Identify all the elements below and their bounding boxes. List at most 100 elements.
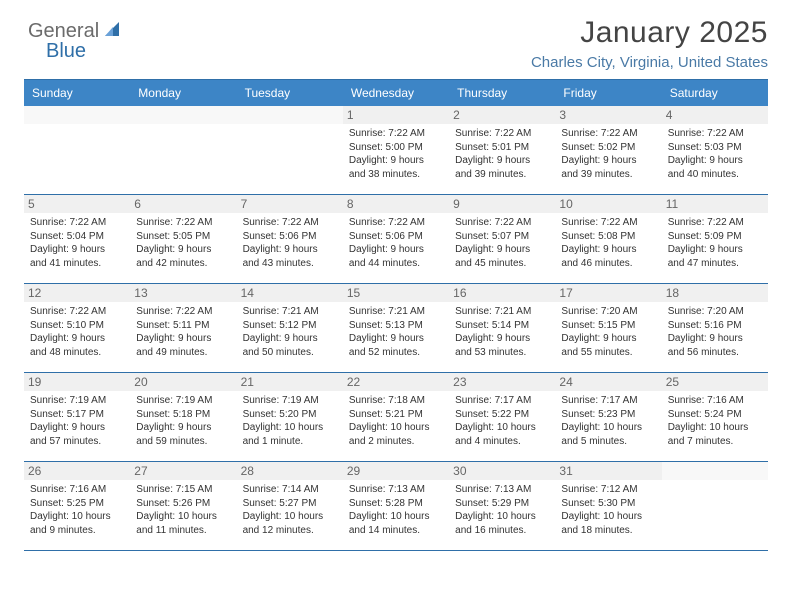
sunrise-text: Sunrise: 7:16 AM — [30, 483, 124, 497]
day-number: 5 — [24, 195, 130, 213]
sunset-text: Sunset: 5:01 PM — [455, 141, 549, 155]
day-number — [662, 462, 768, 480]
day-cell: 19Sunrise: 7:19 AMSunset: 5:17 PMDayligh… — [24, 373, 130, 461]
daylight-text: Daylight: 10 hours and 14 minutes. — [349, 510, 443, 537]
day-number: 3 — [555, 106, 661, 124]
daylight-text: Daylight: 10 hours and 12 minutes. — [243, 510, 337, 537]
day-cell: 17Sunrise: 7:20 AMSunset: 5:15 PMDayligh… — [555, 284, 661, 372]
sunset-text: Sunset: 5:08 PM — [561, 230, 655, 244]
sunrise-text: Sunrise: 7:17 AM — [455, 394, 549, 408]
day-info: Sunrise: 7:16 AMSunset: 5:25 PMDaylight:… — [30, 483, 124, 537]
day-cell: 11Sunrise: 7:22 AMSunset: 5:09 PMDayligh… — [662, 195, 768, 283]
day-info: Sunrise: 7:22 AMSunset: 5:10 PMDaylight:… — [30, 305, 124, 359]
sunrise-text: Sunrise: 7:21 AM — [349, 305, 443, 319]
sunset-text: Sunset: 5:24 PM — [668, 408, 762, 422]
sunrise-text: Sunrise: 7:15 AM — [136, 483, 230, 497]
sunrise-text: Sunrise: 7:22 AM — [243, 216, 337, 230]
sunset-text: Sunset: 5:25 PM — [30, 497, 124, 511]
day-number: 25 — [662, 373, 768, 391]
day-cell: 6Sunrise: 7:22 AMSunset: 5:05 PMDaylight… — [130, 195, 236, 283]
day-cell: 4Sunrise: 7:22 AMSunset: 5:03 PMDaylight… — [662, 106, 768, 194]
sunrise-text: Sunrise: 7:20 AM — [668, 305, 762, 319]
sunrise-text: Sunrise: 7:22 AM — [561, 127, 655, 141]
header: January 2025 Charles City, Virginia, Uni… — [24, 16, 768, 71]
daylight-text: Daylight: 10 hours and 7 minutes. — [668, 421, 762, 448]
day-cell: 3Sunrise: 7:22 AMSunset: 5:02 PMDaylight… — [555, 106, 661, 194]
day-cell: 23Sunrise: 7:17 AMSunset: 5:22 PMDayligh… — [449, 373, 555, 461]
sunset-text: Sunset: 5:05 PM — [136, 230, 230, 244]
sunset-text: Sunset: 5:29 PM — [455, 497, 549, 511]
day-header-cell: Sunday — [24, 80, 130, 106]
day-cell: 31Sunrise: 7:12 AMSunset: 5:30 PMDayligh… — [555, 462, 661, 550]
day-info: Sunrise: 7:22 AMSunset: 5:01 PMDaylight:… — [455, 127, 549, 181]
sunset-text: Sunset: 5:28 PM — [349, 497, 443, 511]
sunset-text: Sunset: 5:22 PM — [455, 408, 549, 422]
daylight-text: Daylight: 9 hours and 50 minutes. — [243, 332, 337, 359]
sunrise-text: Sunrise: 7:21 AM — [455, 305, 549, 319]
day-number: 30 — [449, 462, 555, 480]
day-cell: 8 Sunrise: 7:22 AMSunset: 5:06 PMDaylight… — [343, 195, 449, 283]
day-number: 29 — [343, 462, 449, 480]
sunset-text: Sunset: 5:03 PM — [668, 141, 762, 155]
day-number: 14 — [237, 284, 343, 302]
day-info: Sunrise: 7:22 AMSunset: 5:05 PMDaylight:… — [136, 216, 230, 270]
sunset-text: Sunset: 5:14 PM — [455, 319, 549, 333]
day-number: 10 — [555, 195, 661, 213]
day-cell: 30 Sunrise: 7:13 AMSunset: 5:29 PMDayligh… — [449, 462, 555, 550]
day-header-cell: Friday — [555, 80, 661, 106]
day-info: Sunrise: 7:13 AMSunset: 5:28 PMDaylight:… — [349, 483, 443, 537]
logo: General Blue — [28, 20, 121, 43]
day-cell: 13Sunrise: 7:22 AMSunset: 5:11 PMDayligh… — [130, 284, 236, 372]
sunrise-text: Sunrise: 7:22 AM — [668, 216, 762, 230]
day-cell — [130, 106, 236, 194]
day-number: 15 — [343, 284, 449, 302]
day-info: Sunrise: 7:22 AMSunset: 5:06 PMDaylight:… — [349, 216, 443, 270]
day-cell: 26Sunrise: 7:16 AMSunset: 5:25 PMDayligh… — [24, 462, 130, 550]
daylight-text: Daylight: 9 hours and 47 minutes. — [668, 243, 762, 270]
day-cell — [237, 106, 343, 194]
sunrise-text: Sunrise: 7:22 AM — [136, 216, 230, 230]
week-row: 26Sunrise: 7:16 AMSunset: 5:25 PMDayligh… — [24, 462, 768, 551]
sunrise-text: Sunrise: 7:21 AM — [243, 305, 337, 319]
day-number: 19 — [24, 373, 130, 391]
sunset-text: Sunset: 5:10 PM — [30, 319, 124, 333]
day-number: 20 — [130, 373, 236, 391]
day-cell: 29 Sunrise: 7:13 AMSunset: 5:28 PMDayligh… — [343, 462, 449, 550]
sunrise-text: Sunrise: 7:22 AM — [455, 216, 549, 230]
day-cell — [24, 106, 130, 194]
sunset-text: Sunset: 5:04 PM — [30, 230, 124, 244]
day-info: Sunrise: 7:14 AMSunset: 5:27 PMDaylight:… — [243, 483, 337, 537]
sunset-text: Sunset: 5:17 PM — [30, 408, 124, 422]
sunset-text: Sunset: 5:27 PM — [243, 497, 337, 511]
sunset-text: Sunset: 5:18 PM — [136, 408, 230, 422]
daylight-text: Daylight: 9 hours and 42 minutes. — [136, 243, 230, 270]
day-info: Sunrise: 7:12 AMSunset: 5:30 PMDaylight:… — [561, 483, 655, 537]
day-number: 18 — [662, 284, 768, 302]
daylight-text: Daylight: 9 hours and 57 minutes. — [30, 421, 124, 448]
day-info: Sunrise: 7:17 AMSunset: 5:23 PMDaylight:… — [561, 394, 655, 448]
daylight-text: Daylight: 9 hours and 39 minutes. — [561, 154, 655, 181]
daylight-text: Daylight: 9 hours and 39 minutes. — [455, 154, 549, 181]
day-info: Sunrise: 7:22 AMSunset: 5:11 PMDaylight:… — [136, 305, 230, 359]
sunrise-text: Sunrise: 7:22 AM — [668, 127, 762, 141]
day-cell: 5Sunrise: 7:22 AMSunset: 5:04 PMDaylight… — [24, 195, 130, 283]
daylight-text: Daylight: 10 hours and 16 minutes. — [455, 510, 549, 537]
day-number: 21 — [237, 373, 343, 391]
day-cell: 28Sunrise: 7:14 AMSunset: 5:27 PMDayligh… — [237, 462, 343, 550]
day-header-cell: Thursday — [449, 80, 555, 106]
daylight-text: Daylight: 9 hours and 44 minutes. — [349, 243, 443, 270]
sunrise-text: Sunrise: 7:19 AM — [136, 394, 230, 408]
sunrise-text: Sunrise: 7:22 AM — [30, 305, 124, 319]
sunset-text: Sunset: 5:12 PM — [243, 319, 337, 333]
day-cell: 9Sunrise: 7:22 AMSunset: 5:07 PMDaylight… — [449, 195, 555, 283]
day-number: 8 — [343, 195, 449, 213]
sunrise-text: Sunrise: 7:13 AM — [455, 483, 549, 497]
day-header-cell: Monday — [130, 80, 236, 106]
sunset-text: Sunset: 5:07 PM — [455, 230, 549, 244]
sunset-text: Sunset: 5:11 PM — [136, 319, 230, 333]
sunset-text: Sunset: 5:09 PM — [668, 230, 762, 244]
sunrise-text: Sunrise: 7:16 AM — [668, 394, 762, 408]
day-cell — [662, 462, 768, 550]
sunrise-text: Sunrise: 7:22 AM — [30, 216, 124, 230]
daylight-text: Daylight: 9 hours and 40 minutes. — [668, 154, 762, 181]
